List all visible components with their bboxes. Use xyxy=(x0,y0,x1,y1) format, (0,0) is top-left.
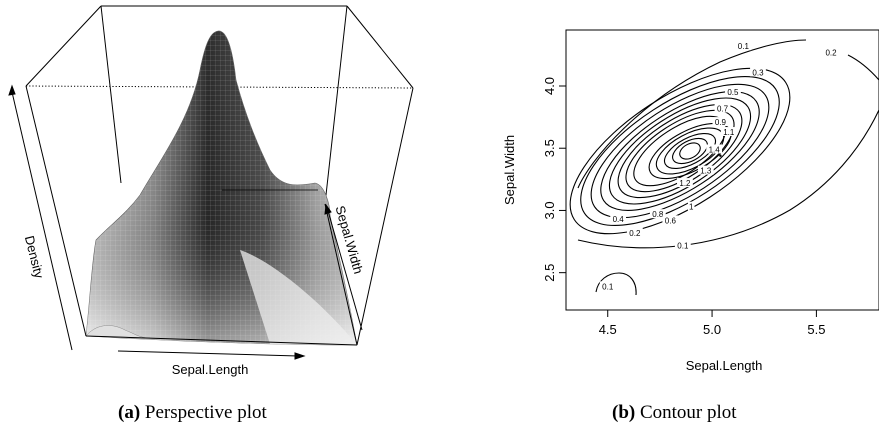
contour-label-bg xyxy=(599,281,616,291)
contour-label: 0.4 xyxy=(613,215,625,224)
contour-label: 1.4 xyxy=(709,145,721,154)
contour-label-bg xyxy=(750,67,766,77)
contour-label: 0.8 xyxy=(652,210,664,219)
contour-label-bg xyxy=(725,87,741,97)
contour-label-bg xyxy=(735,41,752,51)
contour-label: 0.1 xyxy=(738,42,750,51)
caption-b: (b) Contour plot xyxy=(612,402,737,424)
contour-label-bg xyxy=(720,127,737,137)
caption-a-text: Perspective plot xyxy=(144,402,267,423)
contour-label-bg xyxy=(610,214,627,224)
contour-label-bg xyxy=(712,117,729,127)
contour-label: 1.3 xyxy=(700,167,712,176)
contour-line xyxy=(847,54,879,81)
contour-label: 0.2 xyxy=(629,229,641,238)
contour-label-bg xyxy=(626,227,643,237)
contour-line xyxy=(663,132,717,170)
contour-line xyxy=(625,109,735,193)
contour-line xyxy=(580,75,780,227)
contour-label: 0.9 xyxy=(715,118,727,127)
contour-label-bg xyxy=(677,178,693,188)
caption-a-tag: (a) xyxy=(118,402,141,423)
x-axis-label-persp: Sepal.Length xyxy=(172,362,249,377)
contour-label: 1.1 xyxy=(723,128,735,137)
contour-label: 0.6 xyxy=(665,216,677,225)
contour-label-bg xyxy=(697,165,714,175)
contour-label: 1 xyxy=(689,203,694,212)
contour-label: 0.3 xyxy=(752,68,764,77)
contour-line xyxy=(595,272,637,296)
contour-label-bg xyxy=(674,240,691,250)
y-axis xyxy=(559,85,567,274)
contour-label: 0.1 xyxy=(677,241,689,250)
contour-label-bg xyxy=(823,47,839,57)
contour-line xyxy=(590,83,770,219)
contour-line xyxy=(608,97,752,205)
y-axis-label: Sepal.Width xyxy=(502,135,517,205)
contour-label: 0.2 xyxy=(825,48,837,57)
y-tick-label: 4.0 xyxy=(542,77,557,95)
x-tick-label: 5.5 xyxy=(807,322,825,337)
contour-label: 0.1 xyxy=(602,282,614,291)
perspective-axis-arrows xyxy=(8,84,363,360)
contour-line xyxy=(679,142,701,160)
x-axis-label: Sepal.Length xyxy=(686,358,763,373)
peak-point xyxy=(719,154,722,157)
caption-b-tag: (b) xyxy=(612,402,636,423)
contour-label: 1.2 xyxy=(679,179,691,188)
contour-line xyxy=(577,109,879,249)
z-axis-label: Density xyxy=(22,234,47,280)
x-tick-label: 5.0 xyxy=(703,322,721,337)
y-tick-label: 3.5 xyxy=(542,139,557,157)
contour-label: 0.7 xyxy=(717,104,729,113)
caption-b-text: Contour plot xyxy=(639,402,737,423)
contour-label-bg xyxy=(687,201,695,211)
perspective-box-front xyxy=(25,85,414,346)
contour-label-bg xyxy=(706,144,723,154)
contour-plot: 0.1 0.2 0.3 0.5 0.7 0.91.11.4 1.3 1.2 1 0.80.6 0.4… xyxy=(502,29,879,373)
x-tick-label: 4.5 xyxy=(599,322,617,337)
x-axis xyxy=(594,309,817,317)
contour-line xyxy=(672,137,708,165)
contour-label-bg xyxy=(649,209,666,219)
caption-a: (a) Perspective plot xyxy=(118,402,267,424)
perspective-box-back xyxy=(25,5,414,205)
contour-label-bg xyxy=(714,103,731,113)
y-tick-label: 2.5 xyxy=(542,264,557,282)
contour-label: 0.5 xyxy=(727,88,739,97)
contour-lines xyxy=(569,39,879,296)
contour-line xyxy=(577,39,807,189)
contour-label-bg xyxy=(662,215,679,225)
density-surface xyxy=(85,30,358,346)
y-tick-label: 3.0 xyxy=(542,201,557,219)
contour-line xyxy=(617,103,743,199)
perspective-plot: Density Sepal.Length Sepal.Width xyxy=(8,5,414,377)
contour-line xyxy=(600,91,760,211)
contour-labels: 0.1 0.2 0.3 0.5 0.7 0.91.11.4 1.3 1.2 1 0.80.6 0.4… xyxy=(599,41,839,291)
